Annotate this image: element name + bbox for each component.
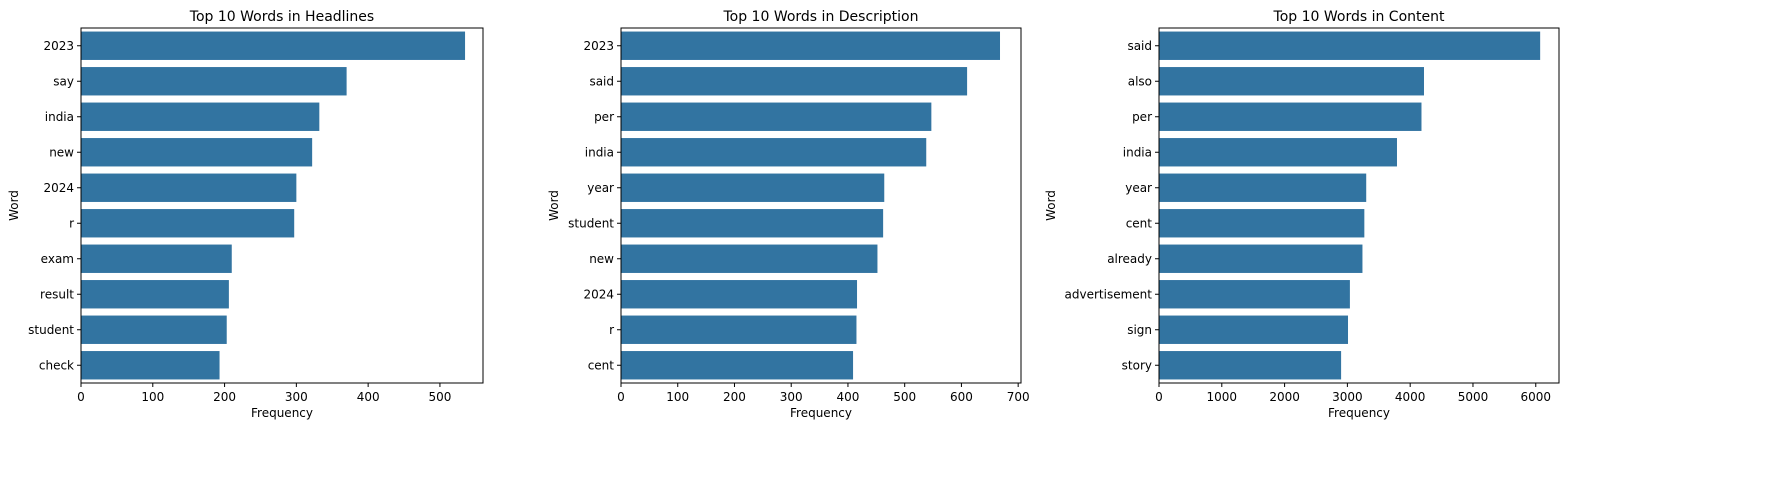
y-tick-label: advertisement [1065, 287, 1153, 301]
bar-student [81, 315, 227, 344]
y-tick-label: story [1122, 358, 1152, 372]
bar-already [1159, 244, 1363, 273]
x-axis-label: Frequency [790, 406, 852, 420]
bar-say [81, 67, 347, 96]
chart-panel-2: 2023 said per india year student new 2024 r cent 0… [547, 9, 1030, 420]
x-tick-label: 200 [723, 390, 746, 404]
bar-new [81, 138, 313, 167]
y-tick-label: r [609, 323, 614, 337]
x-tick-label: 400 [357, 390, 380, 404]
x-tick-label: 3000 [1332, 390, 1363, 404]
bar-2024 [621, 280, 858, 309]
bar-student [621, 209, 884, 238]
x-tick-label: 300 [780, 390, 803, 404]
x-tick-label: 200 [213, 390, 236, 404]
bar-check [81, 351, 220, 380]
bar-said [621, 67, 968, 96]
y-tick-label: year [1125, 181, 1152, 195]
bar-also [1159, 67, 1424, 96]
bar-2024 [81, 173, 297, 202]
y-tick-label: per [594, 110, 614, 124]
x-tick-label: 0 [1155, 390, 1163, 404]
x-tick-label: 2000 [1269, 390, 1300, 404]
bar-2023 [621, 31, 1001, 60]
chart-title: Top 10 Words in Content [1273, 9, 1445, 25]
x-tick-label: 5000 [1458, 390, 1489, 404]
plot-frame [1158, 27, 1560, 384]
bar-result [81, 280, 229, 309]
bar-2023 [81, 31, 466, 60]
bar-cent [621, 351, 854, 380]
y-tick-label: india [1123, 145, 1152, 159]
bar-cent [1159, 209, 1365, 238]
plot-frame [80, 27, 484, 384]
y-tick-label: new [589, 252, 614, 266]
y-tick-label: cent [1126, 216, 1153, 230]
y-tick-label: year [587, 181, 614, 195]
y-axis-label: Word [1044, 190, 1058, 221]
y-tick-label: 2024 [583, 287, 614, 301]
y-tick-label: also [1128, 74, 1152, 88]
y-tick-label: say [53, 74, 74, 88]
chart-title: Top 10 Words in Headlines [189, 9, 374, 25]
y-tick-label: india [585, 145, 614, 159]
plot-frame [620, 27, 1022, 384]
x-tick-label: 1000 [1207, 390, 1238, 404]
bar-india [621, 138, 927, 167]
x-tick-label: 400 [836, 390, 859, 404]
x-tick-label: 0 [77, 390, 85, 404]
x-tick-label: 700 [1007, 390, 1030, 404]
y-tick-label: said [1127, 39, 1152, 53]
y-tick-label: student [28, 323, 74, 337]
y-tick-label: already [1107, 252, 1152, 266]
bar-r [621, 315, 857, 344]
bar-year [621, 173, 885, 202]
y-tick-label: 2024 [43, 181, 74, 195]
y-tick-label: 2023 [43, 39, 74, 53]
y-tick-label: cent [588, 358, 615, 372]
y-tick-label: exam [41, 252, 74, 266]
x-tick-label: 6000 [1520, 390, 1551, 404]
y-tick-label: india [45, 110, 74, 124]
y-tick-label: 2023 [583, 39, 614, 53]
bar-story [1159, 351, 1342, 380]
x-tick-label: 4000 [1395, 390, 1426, 404]
y-axis-label: Word [7, 190, 21, 221]
y-tick-label: sign [1127, 323, 1152, 337]
bar-india [1159, 138, 1397, 167]
x-tick-label: 500 [893, 390, 916, 404]
y-tick-label: per [1132, 110, 1152, 124]
x-tick-label: 0 [617, 390, 625, 404]
x-tick-label: 300 [285, 390, 308, 404]
chart-panel-3: said also per india year cent already advertise… [1044, 9, 1560, 420]
x-axis-label: Frequency [251, 406, 313, 420]
bar-advertisement [1159, 280, 1350, 309]
y-tick-label: result [40, 287, 74, 301]
bar-r [81, 209, 295, 238]
y-axis-label: Word [547, 190, 561, 221]
x-tick-label: 100 [666, 390, 689, 404]
y-tick-label: check [39, 358, 74, 372]
y-tick-label: said [589, 74, 614, 88]
bar-new [621, 244, 878, 273]
chart-title: Top 10 Words in Description [722, 9, 918, 25]
bar-year [1159, 173, 1367, 202]
bar-exam [81, 244, 232, 273]
bar-india [81, 102, 320, 131]
x-tick-label: 600 [950, 390, 973, 404]
bar-said [1159, 31, 1541, 60]
bar-per [621, 102, 932, 131]
bar-sign [1159, 315, 1349, 344]
y-tick-label: student [568, 216, 614, 230]
x-tick-label: 500 [428, 390, 451, 404]
x-axis-label: Frequency [1328, 406, 1390, 420]
y-tick-label: r [69, 216, 74, 230]
x-tick-label: 100 [141, 390, 164, 404]
y-tick-label: new [49, 145, 74, 159]
bar-per [1159, 102, 1422, 131]
chart-panel-1: 2023 say india new 2024 r exam result student che… [7, 9, 484, 420]
